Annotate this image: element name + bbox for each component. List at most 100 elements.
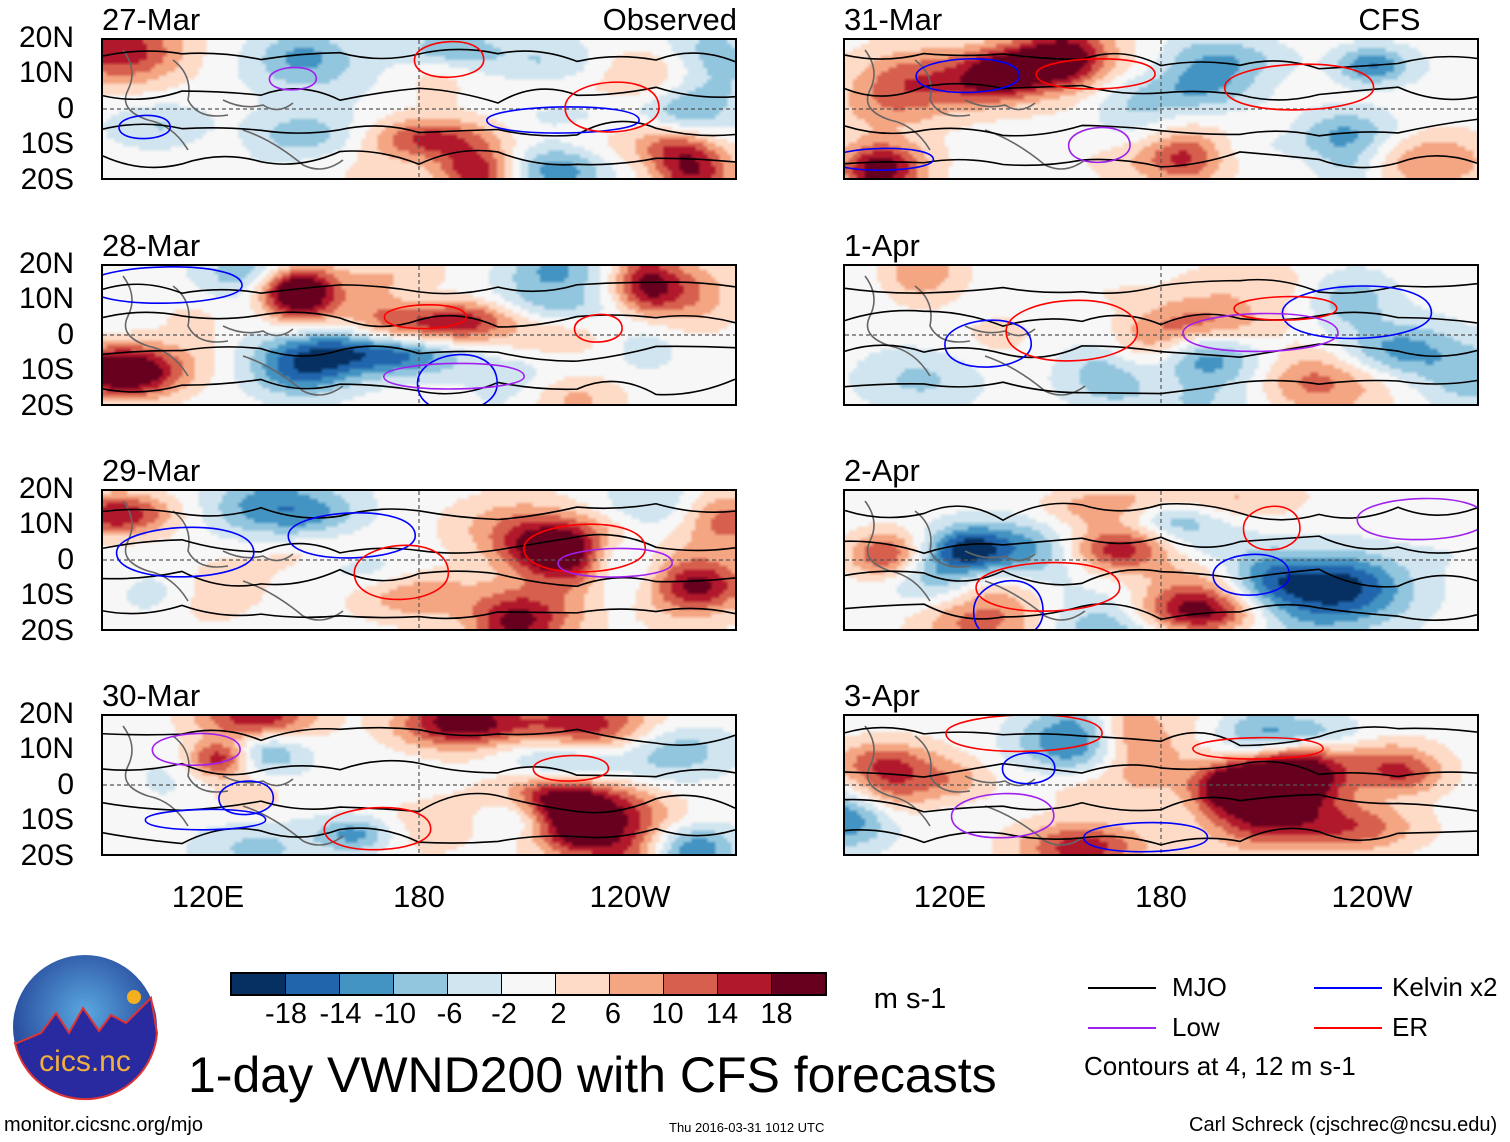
contour-overlay [845,266,1477,404]
mjo-contour [845,309,1477,327]
panel-date: 3-Apr [844,678,920,713]
er-contour [523,523,647,573]
lat-tick-label: 10N [18,507,74,540]
contour-overlay [845,491,1477,629]
kelvin-contour [416,353,499,404]
mjo-contour [103,792,735,814]
lat-tick-label: 20N [18,247,74,280]
er-contour [975,561,1121,612]
er-contour [323,806,432,851]
map-panel [101,489,737,631]
er-contour [945,716,1103,753]
er-contour [532,754,610,782]
lat-tick-label: 20N [18,472,74,505]
colorbar-swatch [286,974,340,994]
colorbar-swatch [772,974,825,994]
colorbar-swatch [664,974,718,994]
kelvin-contour [144,808,267,831]
mjo-contour [103,502,735,521]
lat-tick-label: 10N [18,732,74,765]
legend-line-low [1088,1027,1156,1029]
mjo-contour [845,151,1477,169]
colorbar-tick-label: -14 [319,998,362,1030]
mjo-contour [845,827,1477,846]
contour-overlay [103,716,735,854]
lat-tick-label: 20S [20,839,74,872]
colorbar-tick-label: 10 [651,998,684,1030]
map-panel [843,264,1479,406]
er-contour [573,313,623,343]
mjo-contour [845,760,1477,778]
mjo-contour [103,48,735,63]
colorbar-swatch [556,974,610,994]
kelvin-contour [287,512,417,559]
er-contour [383,304,467,330]
colorbar-tick-label: -18 [265,998,307,1030]
colorbar-swatch [502,974,556,994]
mjo-contour [103,726,735,746]
legend-line-er [1314,1027,1382,1029]
low-contour [1067,126,1131,164]
colorbar-tick-label: 14 [705,998,739,1030]
er-contour [1035,57,1156,90]
contour-overlay [103,266,735,404]
lon-tick-label: 120E [913,879,987,914]
mjo-contour [103,86,735,104]
low-contour [151,732,241,767]
mjo-contour [845,379,1477,395]
mjo-contour [103,120,735,137]
colorbar-swatch [448,974,502,994]
colorbar-swatch [718,974,772,994]
colorbar-tick-label: 6 [604,998,622,1030]
contour-overlay [845,716,1477,854]
svg-text:cics.nc: cics.nc [39,1045,131,1078]
mjo-contour [103,759,735,778]
kelvin-contour [972,579,1044,629]
kelvin-contour [1212,553,1291,596]
kelvin-contour [486,106,640,134]
kelvin-contour [845,147,935,171]
colorbar-tick-label: -2 [491,998,517,1030]
colorbar-tick-label: -6 [436,998,463,1030]
low-contour [382,362,526,390]
panel-date: 2-Apr [844,453,920,488]
lat-tick-label: 0 [57,318,74,351]
lat-tick-label: 20S [20,614,74,647]
lat-tick-label: 20N [18,697,74,730]
lon-tick-label: 120E [171,879,245,914]
er-contour [564,81,660,133]
panel-date: 28-Mar [102,228,201,263]
legend-label: MJO [1172,972,1227,1002]
colorbar-tick-label: 18 [760,998,793,1030]
mjo-contour [103,311,735,328]
low-contour [1182,312,1339,353]
mjo-contour [103,568,735,588]
panel-date: 29-Mar [102,453,201,488]
colorbar-tick-label: -10 [374,998,416,1030]
lat-tick-label: 10N [18,56,74,89]
lat-tick-label: 10S [20,578,74,611]
coastline [864,49,1086,170]
coastline [122,275,344,396]
mjo-contour [845,82,1477,101]
er-contour [1233,295,1338,321]
low-contour [268,66,318,91]
legend-line-kelvin-x2 [1314,987,1382,989]
map-panel [101,38,737,180]
er-contour [413,40,485,79]
colorbar-swatch [610,974,664,994]
lat-tick-label: 0 [57,92,74,125]
legend-label: Low [1172,1012,1220,1042]
lat-tick-label: 0 [57,768,74,801]
mjo-contour [845,118,1477,137]
panel-date: 1-Apr [844,228,920,263]
low-contour [950,792,1055,839]
panel-date: 30-Mar [102,678,201,713]
er-contour [1223,63,1375,111]
footer-author: Carl Schreck (cjschrec@ncsu.edu) [1189,1114,1498,1136]
legend-label: ER [1392,1012,1429,1042]
panel-date: 27-Mar [102,2,201,37]
lon-tick-label: 180 [393,879,445,914]
kelvin-contour [218,780,275,816]
